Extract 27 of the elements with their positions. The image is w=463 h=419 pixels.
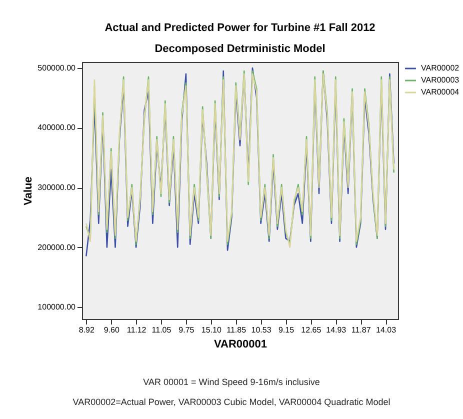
y-tick-label: 500000.00 — [38, 63, 76, 72]
chart-subtitle: Decomposed Detrministic Model — [154, 43, 326, 55]
legend-label: VAR00003 — [421, 76, 460, 84]
x-tick-label: 10.53 — [251, 326, 272, 334]
x-tick-label: 9.60 — [104, 326, 120, 334]
x-tick-label: 11.87 — [351, 326, 372, 334]
y-tick-label: 300000.00 — [38, 183, 76, 192]
text: VAR 00001 = Wind Speed 9-16m/s inclusive — [142, 376, 321, 389]
chart-title: Actual and Predicted Power for Turbine #1 Fall 2012 — [104, 22, 376, 34]
x-tick-label: 15.10 — [201, 326, 222, 334]
legend-label: VAR00002 — [421, 64, 460, 72]
y-tick-label: 100000.00 — [38, 302, 76, 312]
x-tick-label: 14.03 — [376, 326, 397, 334]
x-tick-label: 8.92 — [78, 326, 95, 334]
x-tick-label: 9.15 — [278, 326, 295, 334]
legend-label: VAR00004 — [421, 88, 460, 96]
x-tick-label: 11.85 — [226, 326, 247, 334]
y-tick-label: 200000.00 — [38, 242, 76, 252]
x-tick-label: 12.65 — [301, 326, 322, 334]
x-tick-label: 9.75 — [178, 326, 195, 334]
x-tick-label: 11.05 — [152, 326, 172, 334]
text: VAR00002=Actual Power, VAR00003 Cubic Model, VAR00004 Quadratic Model — [72, 396, 392, 409]
y-tick-label: 400000.00 — [38, 123, 76, 132]
x-tick-label: 11.12 — [126, 326, 147, 334]
x-axis-title: VAR00001 — [214, 338, 267, 350]
x-tick-label: 14.93 — [326, 326, 347, 334]
y-axis-title: Value — [22, 176, 35, 206]
